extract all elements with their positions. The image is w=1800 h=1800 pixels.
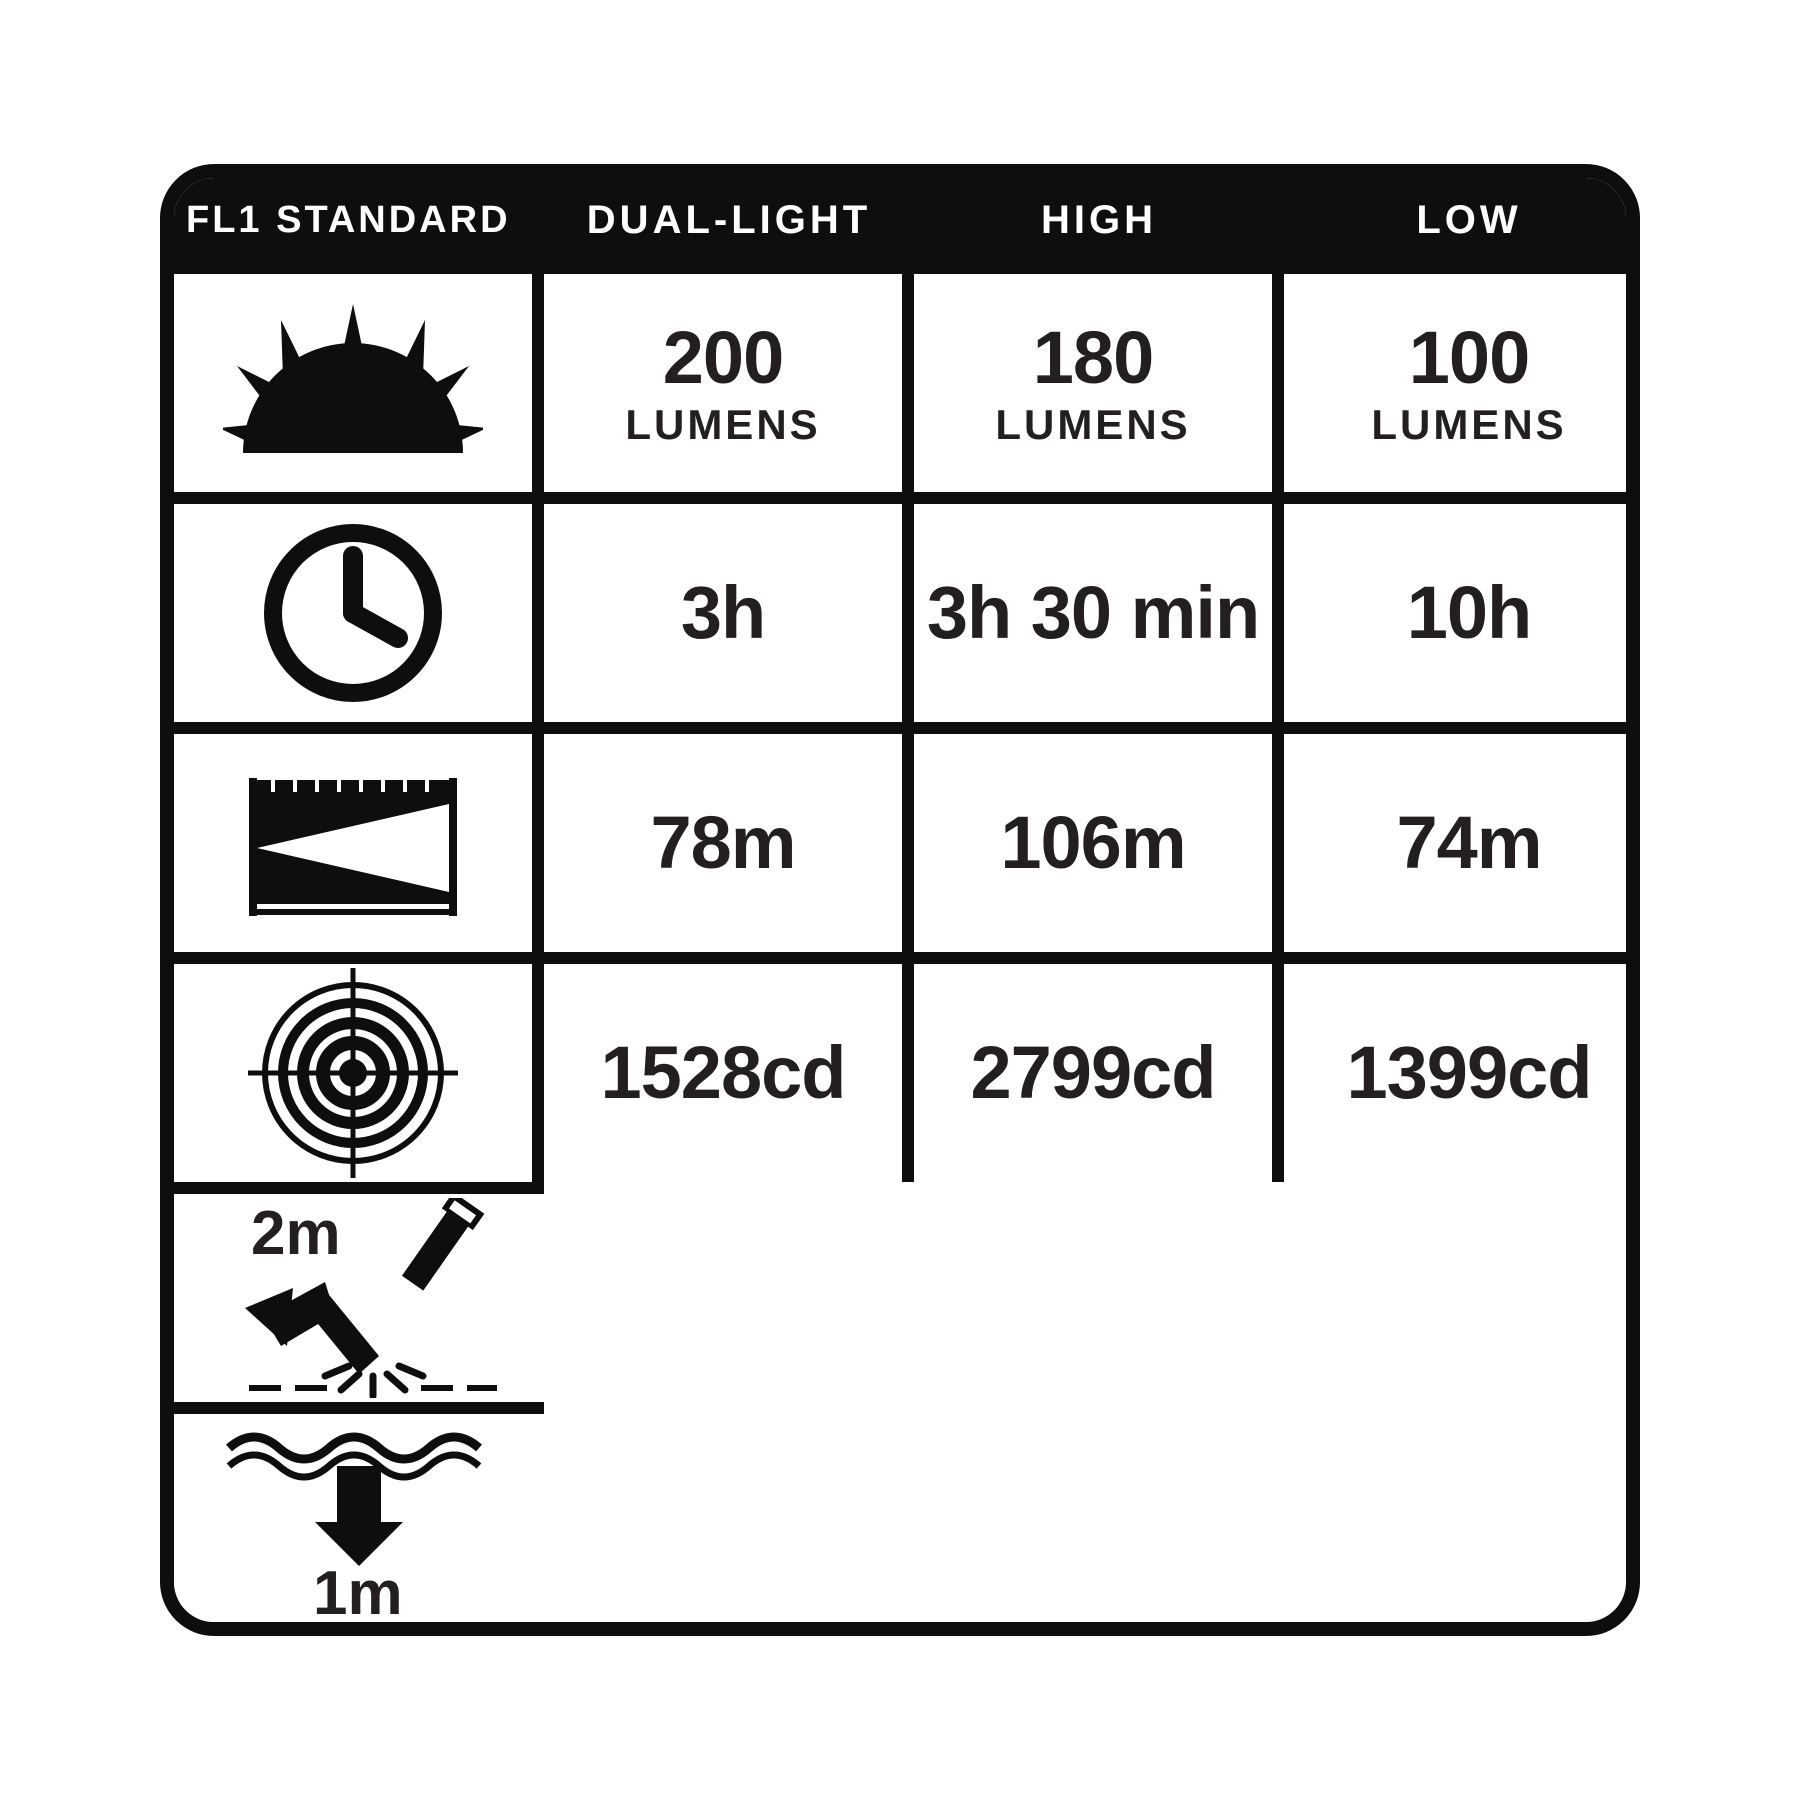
header-low: LOW (1284, 198, 1640, 243)
value: 10h (1407, 574, 1532, 652)
value: 78m (650, 804, 795, 882)
beam-distance-icon (174, 722, 544, 952)
row-peak-intensity: 1528cd 2799cd 1399cd (174, 952, 1626, 1182)
fl1-spec-table: FL1 STANDARD DUAL-LIGHT HIGH LOW 200 LUM… (160, 164, 1640, 1636)
value: 1399cd (1347, 1034, 1592, 1112)
water-label: 1m (313, 1559, 403, 1618)
value: 3h (681, 574, 765, 652)
value: 3h 30 min (927, 574, 1259, 652)
impact-resistance-icon: 2m (174, 1182, 544, 1402)
row-water: 1m (174, 1402, 1626, 1622)
light-output-icon (174, 262, 544, 492)
unit: LUMENS (1371, 403, 1566, 447)
value: 200 (663, 319, 783, 397)
value: 106m (1000, 804, 1185, 882)
unit: LUMENS (995, 403, 1190, 447)
header-row: FL1 STANDARD DUAL-LIGHT HIGH LOW (174, 178, 1626, 262)
intensity-dual: 1528cd (544, 952, 914, 1182)
runtime-low: 10h (1284, 492, 1640, 722)
header-fl1: FL1 STANDARD (174, 199, 544, 242)
peak-intensity-icon (174, 952, 544, 1182)
row-impact: 2m (174, 1182, 1626, 1402)
lumens-dual: 200 LUMENS (544, 262, 914, 492)
header-high: HIGH (914, 198, 1284, 243)
intensity-low: 1399cd (1284, 952, 1640, 1182)
beam-dual: 78m (544, 722, 914, 952)
header-dual-light: DUAL-LIGHT (544, 198, 914, 243)
beam-low: 74m (1284, 722, 1640, 952)
value: 1528cd (601, 1034, 846, 1112)
value: 2799cd (971, 1034, 1216, 1112)
row-runtime: 3h 3h 30 min 10h (174, 492, 1626, 722)
runtime-dual: 3h (544, 492, 914, 722)
lumens-high: 180 LUMENS (914, 262, 1284, 492)
runtime-high: 3h 30 min (914, 492, 1284, 722)
unit: LUMENS (625, 403, 820, 447)
value: 100 (1409, 319, 1529, 397)
value: 180 (1033, 319, 1153, 397)
runtime-icon (174, 492, 544, 722)
value: 74m (1396, 804, 1541, 882)
row-beam-distance: 78m 106m 74m (174, 722, 1626, 952)
row-lumens: 200 LUMENS 180 LUMENS 100 LUMENS (174, 262, 1626, 492)
lumens-low: 100 LUMENS (1284, 262, 1640, 492)
intensity-high: 2799cd (914, 952, 1284, 1182)
impact-label: 2m (251, 1199, 341, 1268)
water-resistance-icon: 1m (174, 1402, 544, 1622)
beam-high: 106m (914, 722, 1284, 952)
